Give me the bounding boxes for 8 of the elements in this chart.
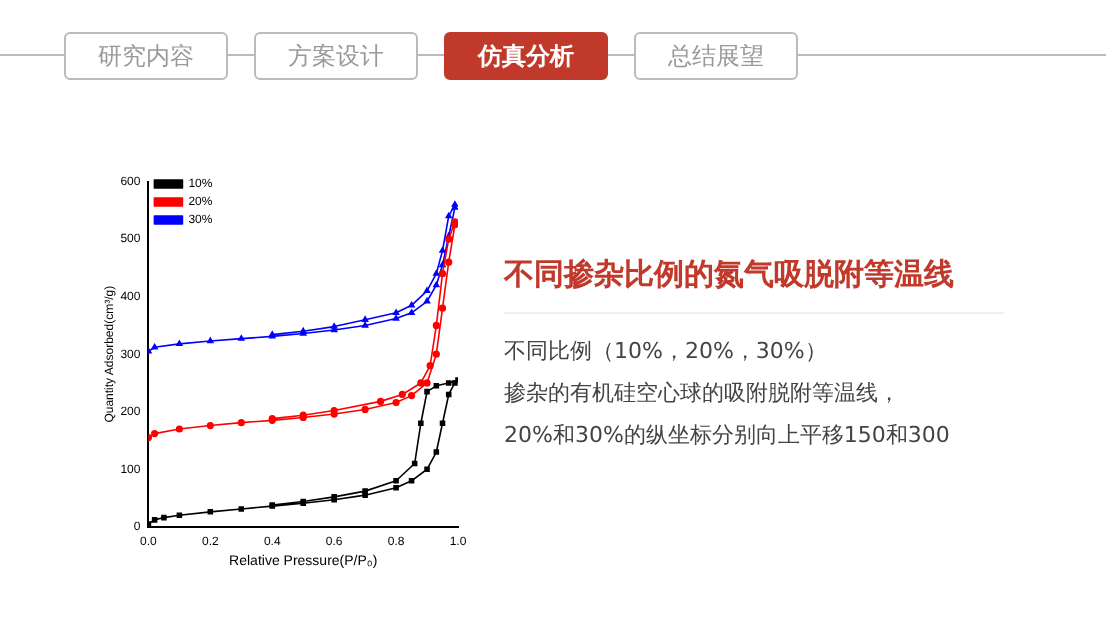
text: 方案设计 [254,32,418,80]
text: 20%和30%的纵坐标分别向上平移150和300 [504,420,950,450]
text: 不同掺杂比例的氮气吸脱附等温线 [504,256,954,294]
text: 仿真分析 [444,32,608,80]
text: 研究内容 [64,32,228,80]
text: 不同比例（10%，20%，30%） [504,336,827,366]
text: 总结展望 [634,32,798,80]
text: 掺杂的有机硅空心球的吸附脱附等温线， [504,378,900,408]
